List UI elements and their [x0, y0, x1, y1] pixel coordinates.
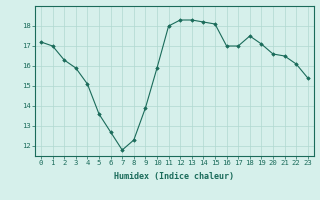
X-axis label: Humidex (Indice chaleur): Humidex (Indice chaleur)	[115, 172, 235, 181]
